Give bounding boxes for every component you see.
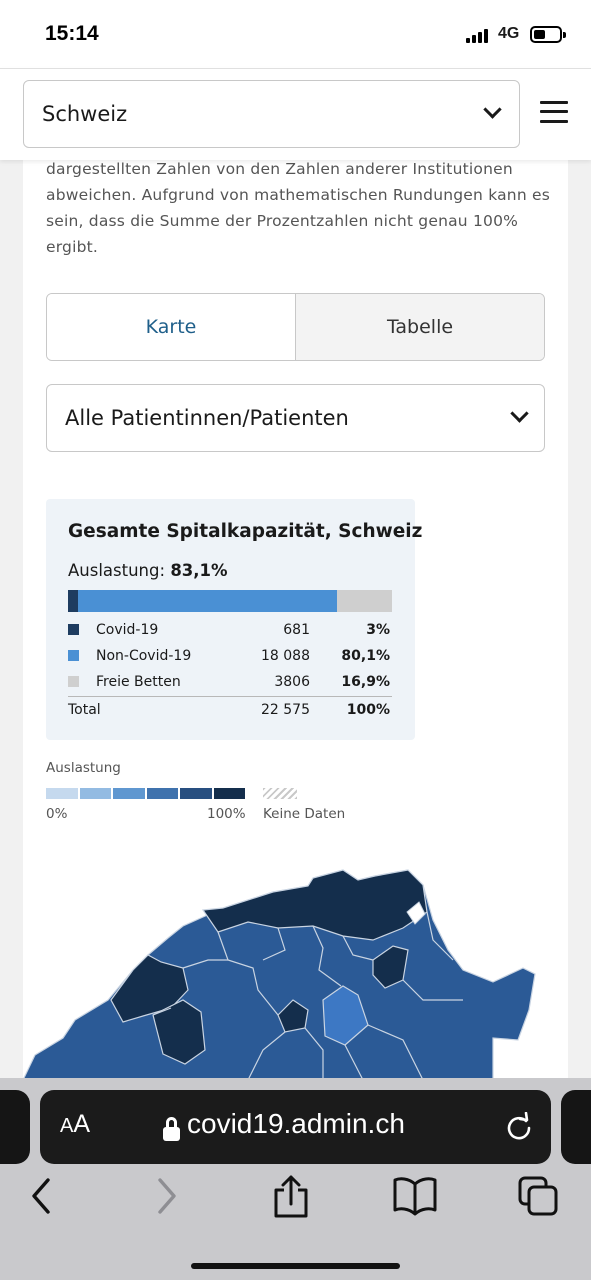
utilization-value: 83,1% (170, 561, 228, 580)
site-header: Schweiz (0, 68, 591, 160)
row-value: 18 088 (261, 648, 310, 664)
legend-step (113, 788, 145, 799)
text-size-big: A (73, 1110, 91, 1138)
reload-icon[interactable] (504, 1112, 534, 1142)
text-size-small: A (60, 1115, 74, 1137)
row-name: Covid-19 (96, 622, 159, 638)
total-value: 22 575 (261, 702, 310, 718)
previous-tab-preview[interactable] (0, 1090, 30, 1164)
map-region-central[interactable] (277, 999, 309, 1033)
content-card: dargestellten Zahlen von den Zahlen ande… (23, 160, 568, 1080)
total-name: Total (68, 702, 101, 718)
legend-step (180, 788, 212, 799)
hamburger-menu-icon[interactable] (540, 101, 568, 123)
chevron-down-icon (483, 100, 502, 119)
capacity-row: Freie Betten 3806 16,9% (68, 672, 392, 694)
capacity-summary: Gesamte Spitalkapazität, Schweiz Auslast… (46, 499, 422, 740)
share-icon[interactable] (272, 1174, 310, 1220)
row-name: Freie Betten (96, 674, 181, 690)
bar-segment-covid (68, 590, 78, 612)
map-legend: Auslastung 0% 100% Keine Daten (46, 760, 366, 824)
patient-select[interactable]: Alle Patientinnen/Patienten (46, 384, 545, 452)
url-text[interactable]: covid19.admin.ch (187, 1108, 405, 1139)
row-percent: 80,1% (341, 648, 390, 664)
map-region-jura[interactable] (110, 954, 189, 1023)
switzerland-map[interactable] (23, 850, 568, 1080)
row-value: 3806 (274, 674, 310, 690)
swatch-free (68, 676, 79, 687)
total-percent: 100% (346, 702, 390, 718)
bar-segment-free (337, 590, 392, 612)
legend-no-data-label: Keine Daten (263, 806, 346, 822)
legend-max: 100% (207, 806, 246, 822)
lock-icon (163, 1117, 180, 1143)
browser-toolbar: AA covid19.admin.ch (0, 1078, 591, 1280)
signal-icon (466, 29, 492, 43)
legend-step (213, 788, 245, 799)
map-region-no-data[interactable] (406, 901, 426, 925)
network-type: 4G (498, 25, 520, 42)
bar-segment-non-covid (77, 590, 338, 612)
region-select-value: Schweiz (42, 102, 128, 126)
capacity-stacked-bar (68, 590, 392, 612)
legend-step (146, 788, 178, 799)
capacity-utilization: Auslastung: 83,1% (68, 561, 228, 580)
chevron-down-icon (510, 404, 529, 423)
back-icon[interactable] (28, 1174, 56, 1218)
address-bar[interactable]: AA covid19.admin.ch (40, 1090, 551, 1164)
capacity-title: Gesamte Spitalkapazität, Schweiz (68, 521, 423, 542)
legend-step (46, 788, 78, 799)
tabs-icon[interactable] (516, 1174, 560, 1218)
utilization-label: Auslastung: (68, 561, 166, 580)
bookmarks-icon[interactable] (392, 1174, 438, 1216)
row-percent: 16,9% (341, 674, 390, 690)
legend-no-data-swatch (263, 788, 297, 799)
legend-min: 0% (46, 806, 68, 822)
row-name: Non-Covid-19 (96, 648, 192, 664)
home-indicator (191, 1263, 400, 1269)
intro-text: dargestellten Zahlen von den Zahlen ande… (46, 160, 550, 256)
map-borders (152, 911, 463, 1080)
status-time: 15:14 (45, 22, 99, 45)
status-bar: 15:14 4G (0, 0, 591, 68)
view-tabs: Karte Tabelle (46, 293, 545, 361)
legend-title: Auslastung (46, 760, 121, 776)
legend-step (79, 788, 111, 799)
battery-icon (530, 26, 566, 43)
capacity-total-row: Total 22 575 100% (68, 696, 392, 724)
next-tab-preview[interactable] (561, 1090, 591, 1164)
row-percent: 3% (366, 622, 390, 638)
capacity-row: Non-Covid-19 18 088 80,1% (68, 646, 392, 668)
swatch-covid (68, 624, 79, 635)
capacity-row: Covid-19 681 3% (68, 620, 392, 642)
swatch-non-covid (68, 650, 79, 661)
text-size-button[interactable]: AA (60, 1110, 90, 1139)
patient-select-value: Alle Patientinnen/Patienten (65, 406, 349, 430)
legend-color-scale (46, 788, 245, 799)
map-region-fribourg[interactable] (152, 999, 206, 1065)
region-select[interactable]: Schweiz (23, 80, 520, 148)
row-value: 681 (283, 622, 310, 638)
tab-tabelle[interactable]: Tabelle (295, 294, 544, 360)
tab-karte[interactable]: Karte (47, 294, 295, 360)
forward-icon[interactable] (152, 1174, 180, 1218)
